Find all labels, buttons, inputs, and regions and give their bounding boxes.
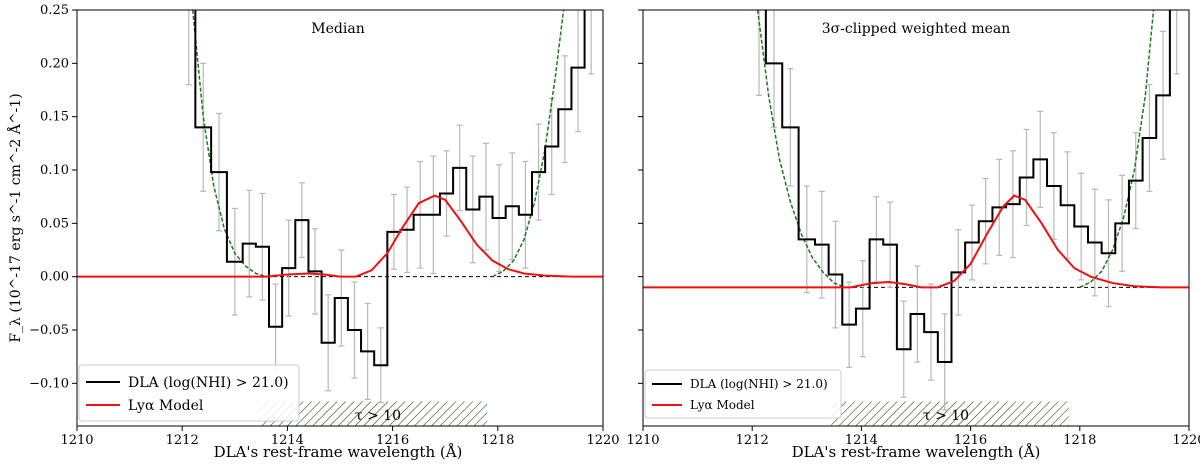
x-tick-label: 1212 bbox=[166, 433, 199, 448]
x-tick-label: 1210 bbox=[626, 433, 659, 448]
legend-label-model: Lyα Model bbox=[128, 398, 204, 414]
y-tick-label: 0.15 bbox=[40, 110, 69, 125]
lya-model-curve bbox=[77, 194, 603, 278]
y-tick-label: 0.20 bbox=[40, 56, 69, 71]
legend: DLA (log(NHI) > 21.0) Lyα Model bbox=[644, 369, 842, 419]
x-tick-label: 1216 bbox=[376, 433, 409, 448]
legend: DLA (log(NHI) > 21.0) Lyα Model bbox=[78, 364, 300, 422]
y-tick-label: 0.10 bbox=[40, 163, 69, 178]
x-tick-label: 1214 bbox=[845, 433, 878, 448]
error-bars bbox=[185, 10, 595, 404]
median-panel: 1210 1212 1214 1216 1218 1220 −0.10 −0.05 0.00 0.… bbox=[6, 3, 620, 461]
median-axis-ticks: 1210 1212 1214 1216 1218 1220 −0.10 −0.05 0.00 0.… bbox=[29, 3, 619, 448]
x-tick-label: 1214 bbox=[271, 433, 304, 448]
x-tick-label: 1220 bbox=[586, 433, 619, 448]
x-axis-label: DLA's rest-frame wavelength (Å) bbox=[214, 443, 463, 461]
tau-region-hatch bbox=[831, 401, 1069, 426]
lya-model-curve bbox=[643, 194, 1189, 289]
x-axis-label: DLA's rest-frame wavelength (Å) bbox=[792, 443, 1041, 461]
y-tick-label: −0.05 bbox=[29, 323, 69, 338]
x-tick-label: 1218 bbox=[481, 433, 514, 448]
legend-label-dla: DLA (log(NHI) > 21.0) bbox=[690, 377, 828, 391]
x-tick-label: 1218 bbox=[1063, 433, 1096, 448]
panel-title: 3σ-clipped weighted mean bbox=[822, 21, 1011, 37]
plot-frame bbox=[76, 9, 604, 427]
damped-wing-curve bbox=[191, 10, 565, 278]
x-tick-label: 1210 bbox=[60, 433, 93, 448]
weighted-mean-axis-ticks: 1210 1212 1214 1216 1218 1220 bbox=[626, 9, 1200, 448]
legend-label-model: Lyα Model bbox=[690, 398, 755, 412]
tau-label: τ > 10 bbox=[355, 408, 401, 424]
y-tick-label: 0.25 bbox=[40, 3, 69, 18]
plot-frame bbox=[642, 9, 1190, 427]
damped-wing-curve bbox=[756, 10, 1155, 289]
weighted-mean-panel: 1210 1212 1214 1216 1218 1220 3σ-clipped weig… bbox=[626, 9, 1200, 461]
x-tick-label: 1220 bbox=[1172, 433, 1200, 448]
x-tick-label: 1212 bbox=[736, 433, 769, 448]
y-tick-label: 0.00 bbox=[40, 270, 69, 285]
y-axis-label: F_λ (10^-17 erg s^-1 cm^-2 Å^-1) bbox=[6, 93, 24, 342]
x-tick-label: 1216 bbox=[954, 433, 987, 448]
panel-title: Median bbox=[311, 21, 364, 37]
error-bars bbox=[756, 10, 1180, 411]
y-tick-label: 0.05 bbox=[40, 216, 69, 231]
tau-label: τ > 10 bbox=[923, 408, 969, 424]
dla-stacked-spectrum bbox=[764, 10, 1171, 363]
dla-stacked-spectrum bbox=[194, 10, 586, 367]
legend-label-dla: DLA (log(NHI) > 21.0) bbox=[128, 375, 289, 391]
y-tick-label: −0.10 bbox=[29, 376, 69, 391]
